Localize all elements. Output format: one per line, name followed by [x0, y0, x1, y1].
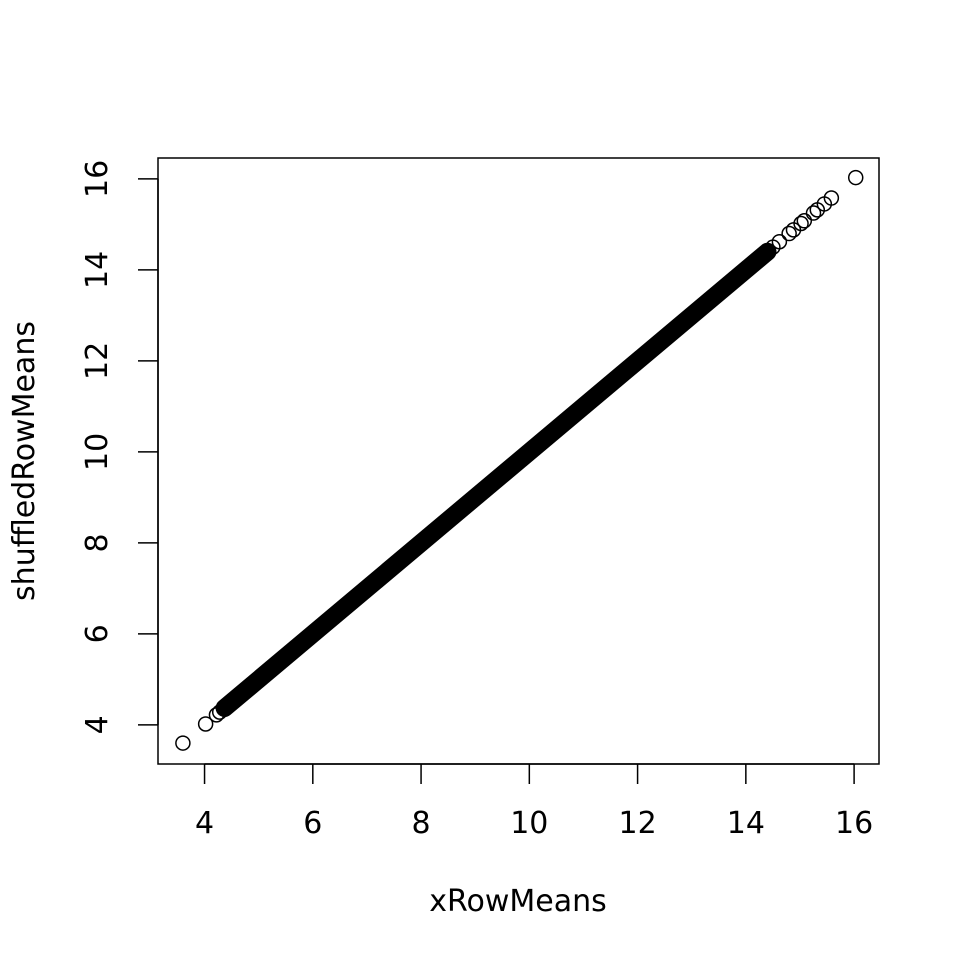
data-point: [823, 190, 840, 206]
data-point: [586, 389, 603, 406]
data-point: [597, 380, 613, 396]
data-point: [489, 471, 505, 487]
x-tick-label: 6: [303, 806, 322, 841]
data-point: [370, 571, 386, 588]
data-point: [315, 617, 332, 633]
data-point: [683, 307, 700, 324]
data-point: [402, 544, 418, 560]
data-point: [229, 689, 245, 706]
data-point: [738, 262, 754, 278]
x-tick-label: 16: [835, 806, 873, 841]
data-point: [445, 507, 462, 524]
data-point: [294, 635, 310, 651]
data-point: [478, 480, 494, 497]
data-point: [564, 407, 581, 424]
data-point: [554, 416, 570, 433]
data-point: [796, 213, 813, 229]
data-point: [413, 535, 429, 551]
data-point: [716, 280, 732, 296]
data-point: [499, 462, 516, 478]
x-axis-label: xRowMeans: [429, 884, 607, 919]
data-point: [326, 607, 343, 624]
data-point: [748, 253, 765, 269]
data-point: [272, 653, 289, 669]
data-point: [727, 271, 743, 287]
data-point: [283, 644, 299, 660]
dense-point-band: [215, 242, 777, 718]
y-tick-label: 12: [80, 342, 115, 380]
data-point: [673, 316, 689, 333]
x-tick-label: 8: [412, 806, 431, 841]
data-point: [575, 398, 592, 415]
data-point: [337, 598, 354, 615]
data-point: [216, 700, 233, 716]
data-point: [543, 425, 559, 442]
y-tick-label: 16: [80, 160, 115, 198]
y-axis: 4 6 8 10 12 14 16: [80, 160, 159, 734]
data-point: [521, 444, 538, 460]
y-tick-label: 14: [80, 251, 115, 289]
data-point: [456, 498, 473, 515]
data-point: [305, 626, 321, 642]
data-point: [359, 580, 375, 597]
y-tick-label: 4: [80, 715, 115, 734]
data-point: [197, 716, 214, 732]
data-point: [532, 435, 548, 451]
points-layer: [175, 169, 864, 751]
x-tick-label: 14: [727, 806, 765, 841]
x-tick-label: 12: [618, 806, 656, 841]
data-point: [175, 735, 191, 751]
data-point: [391, 553, 408, 569]
data-point: [619, 362, 635, 378]
data-point: [705, 289, 722, 305]
y-tick-label: 8: [80, 533, 115, 552]
data-point: [424, 526, 440, 542]
y-tick-label: 6: [80, 624, 115, 643]
data-point: [629, 353, 646, 369]
data-point: [348, 589, 364, 606]
data-point: [793, 215, 809, 232]
data-point: [380, 562, 397, 578]
x-tick-label: 10: [510, 806, 548, 841]
data-point: [608, 371, 624, 387]
data-point: [240, 680, 256, 697]
data-point: [805, 205, 822, 221]
data-point: [640, 344, 657, 360]
data-point: [211, 704, 228, 720]
data-point: [250, 671, 267, 688]
data-point: [467, 489, 483, 506]
x-axis: 4 6 8 10 12 14 16: [195, 763, 873, 841]
y-axis-label: shuffledRowMeans: [7, 321, 42, 601]
data-point: [771, 233, 788, 250]
data-point: [847, 169, 864, 186]
y-tick-label: 10: [80, 433, 115, 471]
data-point: [651, 334, 667, 351]
x-tick-label: 4: [195, 806, 214, 841]
data-point: [759, 243, 776, 260]
data-point: [694, 298, 711, 315]
data-point: [781, 225, 797, 242]
data-point: [434, 516, 451, 533]
data-point: [261, 662, 278, 679]
data-point: [510, 453, 527, 469]
data-point: [662, 325, 678, 342]
